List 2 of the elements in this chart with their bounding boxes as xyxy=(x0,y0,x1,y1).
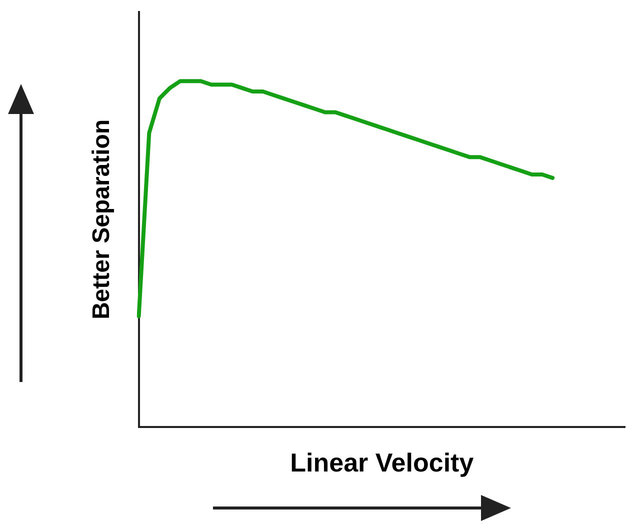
y-axis-title: Better Separation xyxy=(88,119,116,320)
x-axis-title: Linear Velocity xyxy=(290,448,474,478)
